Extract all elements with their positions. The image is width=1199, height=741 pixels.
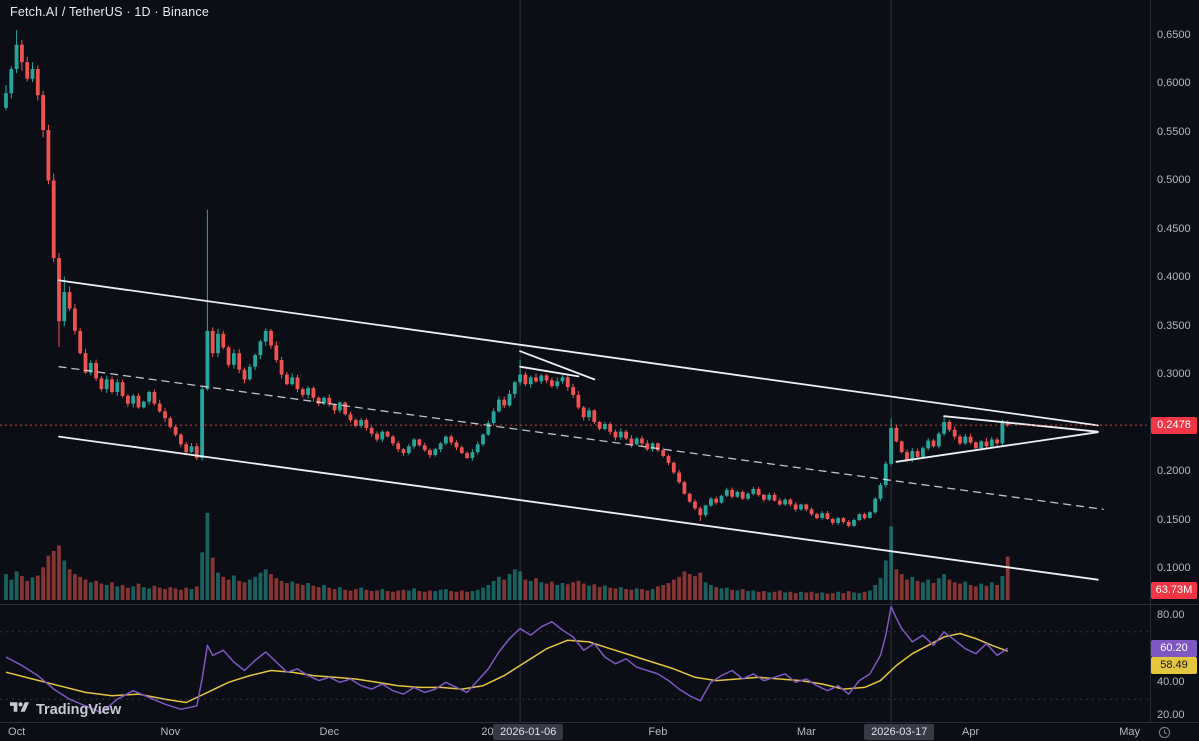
price-tick-label: 0.1000: [1157, 562, 1191, 574]
time-tick-label: Dec: [319, 726, 340, 738]
price-tick-label: 0.1500: [1157, 513, 1191, 526]
price-tick-label: 0.3500: [1157, 319, 1191, 332]
price-tick-label: 0.6000: [1157, 77, 1191, 89]
date-badge-jan: 2026-01-06: [493, 724, 564, 740]
rsi-tick-label: 40.00: [1157, 675, 1185, 688]
tradingview-logo-icon: [10, 700, 29, 720]
time-tick-label: Apr: [962, 726, 980, 738]
time-tick-label: May: [1119, 726, 1140, 738]
time-tick-label: Oct: [8, 726, 26, 738]
price-tick-label: 0.6500: [1157, 28, 1191, 41]
time-tick-label: Nov: [160, 726, 181, 738]
rsi-value-badge: 60.20: [1151, 640, 1197, 658]
price-tick-label: 0.2000: [1157, 465, 1191, 477]
time-tick-label: Mar: [796, 726, 816, 738]
clock-icon[interactable]: [1158, 726, 1171, 739]
date-badge-mar: 2026-03-17: [864, 724, 935, 740]
price-tick-label: 0.5000: [1157, 174, 1191, 186]
time-tick-label: Feb: [648, 726, 668, 738]
symbol-title[interactable]: Fetch.AI / TetherUS · 1D · Binance: [10, 5, 210, 19]
price-tick-label: 0.5500: [1157, 125, 1191, 138]
tradingview-logo-text: TradingView: [36, 702, 122, 718]
price-tick-label: 0.4000: [1157, 271, 1191, 283]
price-tick-label: 0.3000: [1157, 368, 1191, 380]
price-tick-label: 0.4500: [1157, 222, 1191, 235]
rsi-tick-label: 80.00: [1157, 608, 1185, 621]
volume-badge: 63.73M: [1151, 582, 1197, 599]
last-price-badge: 0.2478: [1151, 416, 1197, 434]
rsi-tick-label: 20.00: [1157, 709, 1185, 722]
tradingview-logo[interactable]: TradingView: [10, 700, 121, 720]
rsi-ma-value-badge: 58.49: [1151, 656, 1197, 674]
